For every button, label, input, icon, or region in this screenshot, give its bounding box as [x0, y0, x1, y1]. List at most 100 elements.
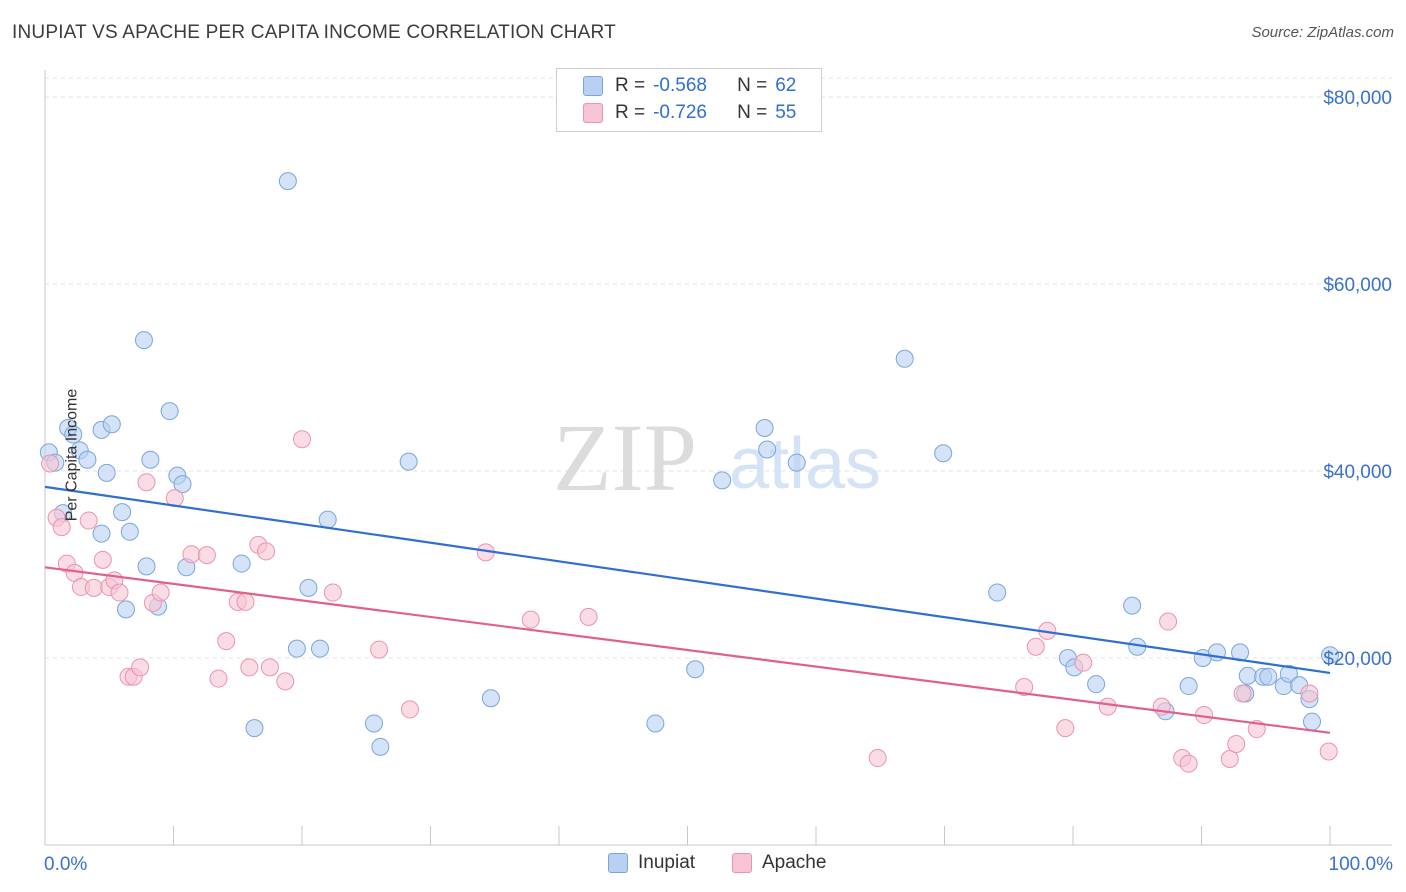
inupiat-point [713, 471, 732, 490]
inupiat-point [1303, 712, 1322, 731]
apache-point [52, 518, 71, 537]
y-tick-label: $80,000 [1323, 88, 1392, 109]
n-label: N = [737, 75, 768, 96]
inupiat-point [1279, 664, 1298, 683]
apache-point [1159, 612, 1178, 631]
correlation-legend: R = -0.568 N = 62 R = -0.726 N = 55 [556, 68, 822, 132]
inupiat-point [97, 463, 116, 482]
inupiat-point [120, 522, 139, 541]
inupiat-point [137, 557, 156, 576]
inupiat-point [1087, 675, 1106, 694]
chart-title: INUPIAT VS APACHE PER CAPITA INCOME CORR… [12, 22, 616, 43]
apache-point [293, 430, 311, 449]
inupiat-legend-label: Inupiat [638, 852, 696, 873]
inupiat-point [278, 172, 297, 191]
apache-point [323, 583, 342, 602]
watermark-zip: ZIP [553, 404, 697, 511]
r-label: R = [615, 102, 646, 123]
inupiat-point [364, 714, 383, 733]
inupiat-point [134, 331, 153, 350]
apache-point [151, 583, 170, 602]
inupiat-point [1179, 677, 1198, 696]
apache-point [197, 546, 216, 565]
apache-point [217, 632, 236, 651]
legend-row-inupiat: R = -0.568 N = 62 [583, 75, 796, 97]
apache-point [1220, 749, 1239, 768]
apache-point [1300, 684, 1319, 703]
inupiat-point [64, 425, 83, 444]
x-tick-label-max: 100.0% [1329, 854, 1394, 875]
y-tick-label: $60,000 [1323, 275, 1392, 296]
inupiat-point [934, 444, 953, 463]
apache-point [257, 542, 276, 561]
inupiat-point [141, 450, 160, 469]
apache-point [1233, 684, 1252, 703]
legend-item-apache: Apache [732, 852, 826, 874]
y-tick-label: $20,000 [1323, 649, 1392, 670]
apache-point [1227, 735, 1246, 754]
apache-point [79, 511, 98, 530]
inupiat-point [755, 418, 774, 437]
n-label: N = [737, 102, 768, 123]
inupiat-point [232, 554, 251, 573]
apache-legend-swatch [732, 853, 752, 873]
x-tick-label-min: 0.0% [44, 854, 87, 875]
apache-point [1098, 697, 1117, 716]
inupiat-point [371, 737, 390, 756]
gridlines [45, 77, 1392, 659]
inupiat-point [1259, 667, 1278, 686]
apache-point [1319, 742, 1338, 761]
apache-point [41, 454, 60, 473]
apache-legend-label: Apache [762, 852, 827, 873]
apache-point [209, 669, 228, 688]
apache-point [1015, 677, 1034, 696]
inupiat-legend-swatch [608, 853, 628, 873]
inupiat-trend-line [44, 485, 1331, 675]
inupiat-point [116, 600, 135, 619]
inupiat-point [160, 402, 179, 421]
inupiat-point [1238, 666, 1257, 685]
inupiat-point [481, 689, 500, 708]
apache-point [400, 700, 419, 719]
inupiat-swatch [583, 76, 603, 96]
inupiat-point [1123, 596, 1142, 615]
inupiat-point [299, 578, 318, 597]
inupiat-point [113, 503, 132, 522]
apache-point [182, 545, 201, 564]
inupiat-point [1321, 646, 1339, 665]
apache-point [84, 578, 103, 597]
r-label: R = [615, 75, 646, 96]
inupiat-point [399, 452, 418, 471]
inupiat-r-value: -0.568 [653, 75, 707, 96]
inupiat-point [758, 440, 777, 459]
inupiat-point [318, 510, 337, 529]
inupiat-point [988, 583, 1007, 602]
apache-point [1026, 637, 1045, 656]
trend-lines [44, 485, 1331, 734]
inupiat-point [895, 349, 914, 368]
apache-trend-line [44, 566, 1331, 734]
apache-point [240, 658, 259, 677]
inupiat-point [310, 639, 329, 658]
inupiat-point [78, 450, 97, 469]
inupiat-point [173, 475, 192, 494]
y-tick-label: $40,000 [1323, 462, 1392, 483]
apache-point [370, 640, 389, 659]
apache-point [260, 658, 279, 677]
apache-point [93, 550, 112, 569]
apache-point [1074, 653, 1093, 672]
data-points [39, 172, 1339, 773]
apache-n-value: 55 [775, 102, 797, 123]
apache-r-value: -0.726 [653, 102, 707, 123]
source-label: Source: ZipAtlas.com [1251, 24, 1394, 41]
apache-point [1056, 719, 1075, 738]
inupiat-point [245, 719, 264, 738]
apache-point [276, 672, 295, 691]
apache-point [110, 583, 129, 602]
inupiat-n-value: 62 [775, 75, 797, 96]
inupiat-point [287, 639, 306, 658]
apache-swatch [583, 103, 603, 123]
apache-point [137, 473, 156, 492]
apache-point [579, 607, 598, 626]
